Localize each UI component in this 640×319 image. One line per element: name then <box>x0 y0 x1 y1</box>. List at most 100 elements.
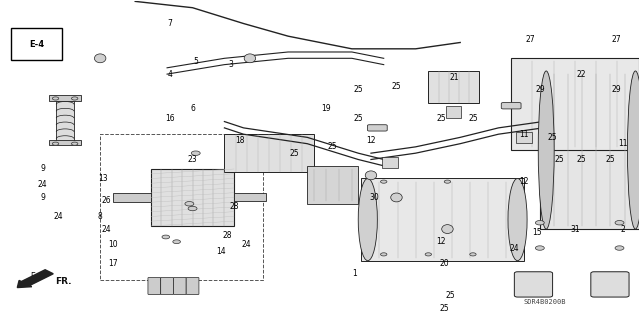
Text: E-4: E-4 <box>30 272 43 281</box>
Ellipse shape <box>358 178 378 261</box>
Circle shape <box>470 253 476 256</box>
FancyBboxPatch shape <box>367 125 387 131</box>
Circle shape <box>536 220 544 225</box>
Text: 2: 2 <box>620 225 625 234</box>
Text: 12: 12 <box>436 237 446 246</box>
FancyBboxPatch shape <box>186 278 199 294</box>
Bar <box>540 71 639 229</box>
Text: 25: 25 <box>436 114 446 123</box>
Ellipse shape <box>365 171 377 180</box>
Text: 29: 29 <box>611 85 621 94</box>
Text: 1: 1 <box>353 269 357 278</box>
FancyBboxPatch shape <box>501 103 521 109</box>
FancyBboxPatch shape <box>515 272 552 297</box>
Text: E-4: E-4 <box>29 40 44 48</box>
FancyBboxPatch shape <box>11 28 62 60</box>
Text: 16: 16 <box>166 114 175 123</box>
Text: 25: 25 <box>290 149 300 158</box>
Circle shape <box>52 97 59 100</box>
Ellipse shape <box>627 71 640 229</box>
Circle shape <box>381 253 387 256</box>
Circle shape <box>615 246 624 250</box>
Text: 25: 25 <box>554 155 564 164</box>
Circle shape <box>72 97 78 100</box>
Text: 24: 24 <box>38 180 47 189</box>
Ellipse shape <box>508 178 527 261</box>
Text: FR.: FR. <box>56 277 72 286</box>
Circle shape <box>162 235 170 239</box>
Text: 21: 21 <box>449 73 459 82</box>
Bar <box>516 132 532 143</box>
Text: 25: 25 <box>446 291 456 300</box>
Text: 27: 27 <box>611 35 621 44</box>
FancyArrow shape <box>17 270 53 287</box>
Circle shape <box>188 206 197 211</box>
FancyBboxPatch shape <box>161 278 173 294</box>
Bar <box>49 95 81 101</box>
Text: 9: 9 <box>40 165 45 174</box>
Bar <box>56 101 74 142</box>
Circle shape <box>381 180 387 183</box>
Circle shape <box>444 180 451 183</box>
Text: 25: 25 <box>605 155 615 164</box>
Bar <box>49 140 81 145</box>
Text: 18: 18 <box>236 136 245 145</box>
Text: 12: 12 <box>366 136 376 145</box>
Circle shape <box>185 202 194 206</box>
Circle shape <box>191 151 200 155</box>
FancyBboxPatch shape <box>173 278 186 294</box>
Text: 22: 22 <box>577 70 586 78</box>
FancyBboxPatch shape <box>148 278 161 294</box>
Text: 25: 25 <box>328 142 337 151</box>
Circle shape <box>173 240 180 244</box>
Circle shape <box>52 142 59 145</box>
Bar <box>362 178 524 261</box>
Text: 24: 24 <box>102 225 111 234</box>
Text: 25: 25 <box>468 114 477 123</box>
FancyBboxPatch shape <box>457 93 476 100</box>
Bar <box>113 193 151 202</box>
Bar <box>234 193 266 201</box>
Circle shape <box>615 220 624 225</box>
Text: 7: 7 <box>168 19 173 28</box>
Circle shape <box>72 142 78 145</box>
Ellipse shape <box>95 54 106 63</box>
Ellipse shape <box>538 71 554 229</box>
Text: 31: 31 <box>570 225 580 234</box>
Text: 25: 25 <box>392 82 401 91</box>
Ellipse shape <box>442 225 453 234</box>
Text: 24: 24 <box>509 243 519 253</box>
Text: 13: 13 <box>99 174 108 183</box>
Text: 24: 24 <box>54 212 63 221</box>
Bar <box>511 58 639 150</box>
Text: 14: 14 <box>216 247 226 256</box>
Bar <box>446 106 461 118</box>
Text: 28: 28 <box>223 231 232 240</box>
Bar <box>151 169 234 226</box>
Text: 9: 9 <box>40 193 45 202</box>
Bar <box>307 166 358 204</box>
Text: 25: 25 <box>548 133 557 142</box>
Text: 20: 20 <box>440 259 449 268</box>
Text: 23: 23 <box>188 155 197 164</box>
Text: 12: 12 <box>519 177 529 186</box>
FancyBboxPatch shape <box>591 272 629 297</box>
Text: 24: 24 <box>242 241 252 249</box>
Text: 15: 15 <box>532 228 541 237</box>
Text: 25: 25 <box>440 304 449 313</box>
Text: 19: 19 <box>321 104 331 113</box>
Bar <box>225 134 314 172</box>
Text: 25: 25 <box>353 114 363 123</box>
Bar <box>383 157 397 168</box>
Text: 29: 29 <box>535 85 545 94</box>
Text: 5: 5 <box>193 57 198 66</box>
Text: 28: 28 <box>229 203 239 211</box>
Text: 8: 8 <box>98 212 102 221</box>
Ellipse shape <box>244 54 255 63</box>
Circle shape <box>536 246 544 250</box>
Text: 17: 17 <box>108 259 118 268</box>
Text: 10: 10 <box>108 241 118 249</box>
Text: 27: 27 <box>525 35 535 44</box>
Bar <box>428 71 479 103</box>
Circle shape <box>425 253 431 256</box>
